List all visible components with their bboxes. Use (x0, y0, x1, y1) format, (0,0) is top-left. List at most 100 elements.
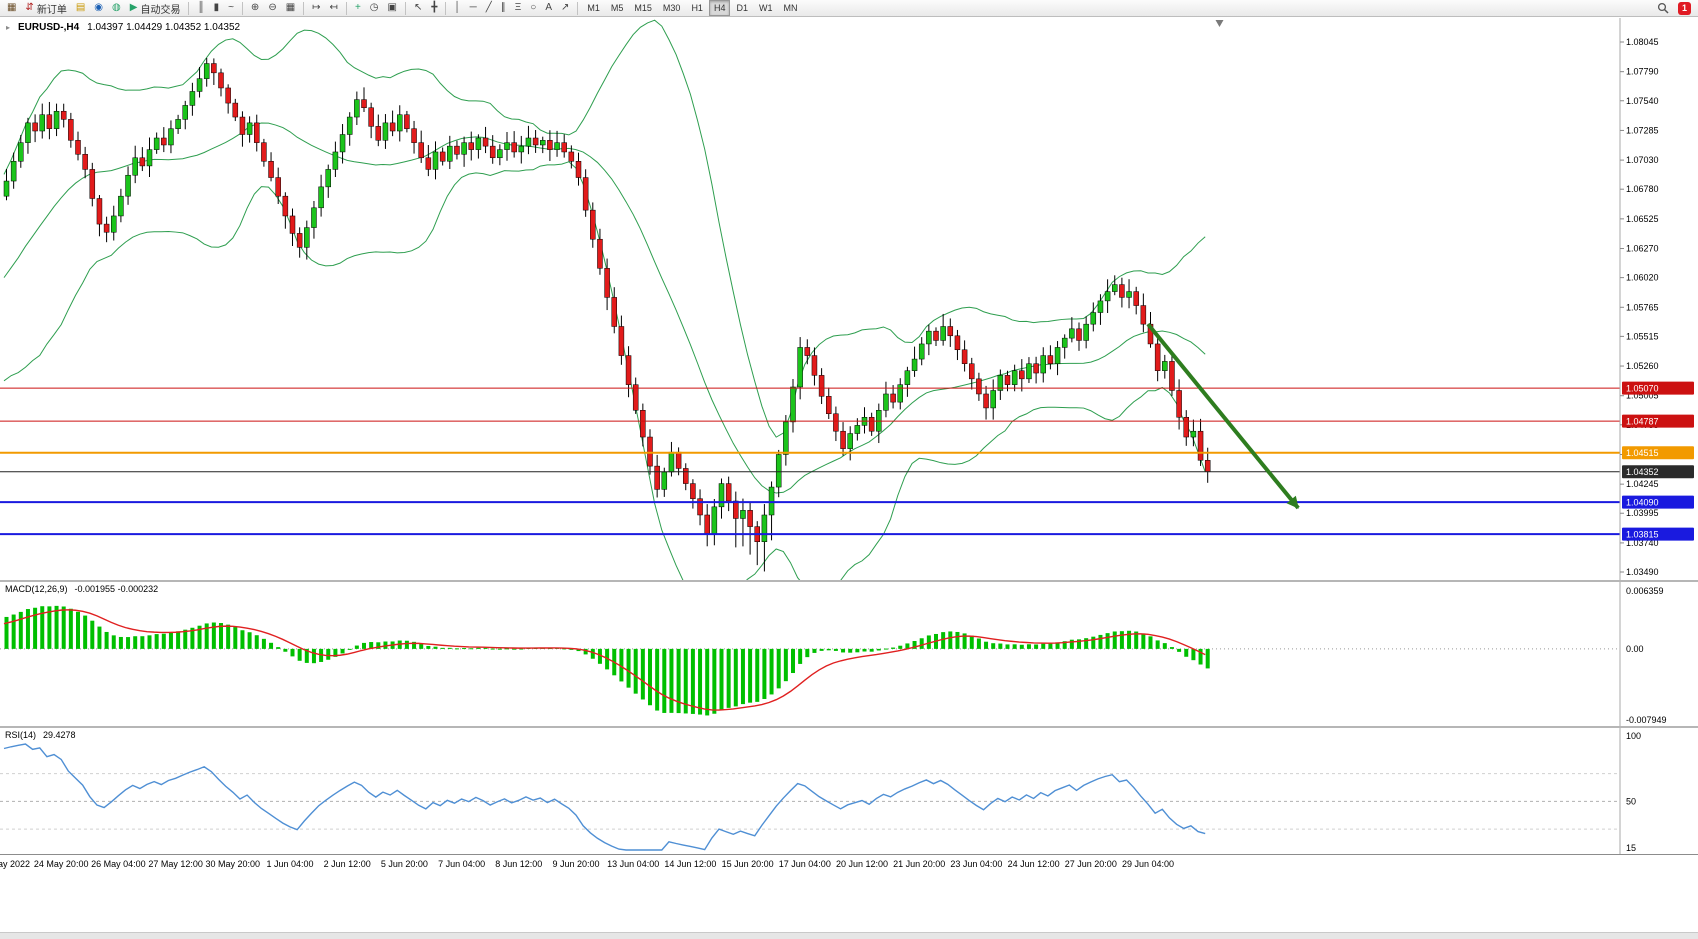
indicators-button[interactable]: + (351, 0, 365, 17)
time-axis-label: 14 Jun 12:00 (664, 859, 717, 869)
main-chart-panel[interactable]: 1.08045 1.07790 1.07540 1.07285 1.07030 1.067… (0, 18, 1698, 580)
timeframe-m30[interactable]: M30 (662, 3, 681, 13)
horizontal-line-icon: ─ (469, 2, 477, 13)
timeframe-w1[interactable]: W1 (758, 3, 773, 13)
toolbar-separator (577, 1, 579, 15)
horizontal-line-button[interactable]: ─ (466, 0, 481, 17)
crosshair-button[interactable]: ╋ (427, 0, 441, 17)
time-axis-label: 2 Jun 12:00 (323, 859, 371, 869)
charts-grid-button[interactable]: ▤ (72, 0, 89, 17)
line-chart-icon: ~ (228, 2, 234, 13)
trend-arrow[interactable] (1146, 322, 1300, 510)
price-scale[interactable]: 1.08045 1.07790 1.07540 1.07285 1.07030 1.067… (1619, 18, 1694, 580)
market-watch-icon: ◉ (94, 2, 104, 13)
auto-scroll-button[interactable]: ↦ (308, 0, 324, 17)
macd-name: MACD(12,26,9) (5, 584, 68, 594)
toolbar-separator (445, 1, 447, 15)
navigator-button[interactable]: ◍ (108, 0, 125, 17)
market-watch-button[interactable]: ◉ (90, 0, 107, 17)
chart-symbol-label: EURUSD-,H4 (18, 22, 80, 33)
toolbar-separator (303, 1, 305, 15)
panel-splitter-rsi[interactable] (0, 726, 1698, 728)
macd-histogram (4, 605, 1210, 716)
periods-button[interactable]: ◷ (366, 0, 383, 17)
trendline-button[interactable]: ╱ (482, 0, 496, 17)
price-tick-label: 1.04245 (1626, 479, 1659, 489)
rsi-scale-label: 15 (1626, 843, 1636, 853)
timeframe-m5[interactable]: M5 (610, 3, 624, 13)
time-axis-label: 13 Jun 04:00 (607, 859, 660, 869)
zoom-in-icon: ⊕ (250, 2, 260, 13)
toolbar-right-group: 1 (1653, 0, 1695, 17)
timeframe-h4[interactable]: H4 (708, 0, 731, 16)
templates-button[interactable]: ▣ (384, 0, 401, 17)
macd-panel[interactable]: 0.006359 0.00 -0.007949 MACD(12,26,9) -0.0… (0, 582, 1698, 726)
bars-chart-button[interactable]: ║ (193, 0, 208, 17)
chart-title: ▸ EURUSD-,H4 1.04397 1.04429 1.04352 1.0… (6, 22, 240, 33)
bollinger-upper-band (3, 19, 1206, 438)
timeframe-m1[interactable]: M1 (587, 3, 600, 13)
new-chart-button[interactable]: ▦ (3, 0, 20, 17)
new-chart-icon: ▦ (7, 2, 17, 13)
candles-chart-button[interactable]: ▮ (210, 0, 224, 17)
arrows-tool-button[interactable]: ↗ (557, 0, 573, 17)
shapes-button[interactable]: ○ (526, 0, 540, 17)
panel-splitter-macd[interactable] (0, 580, 1698, 582)
zoom-out-icon: ⊖ (268, 2, 277, 13)
svg-text:1.04352: 1.04352 (1626, 467, 1659, 477)
one-click-trading-toggle[interactable]: ▸ (6, 23, 11, 32)
zoom-in-button[interactable]: ⊕ (247, 0, 263, 17)
price-tick-label: 1.08045 (1626, 37, 1659, 47)
line-chart-button[interactable]: ~ (224, 0, 238, 17)
chart-shift-button[interactable]: ↤ (326, 0, 342, 17)
time-axis-label: 8 Jun 12:00 (495, 859, 543, 869)
notification-badge[interactable]: 1 (1678, 1, 1691, 15)
rsi-scale-label: 100 (1626, 731, 1641, 741)
bottom-filler (0, 875, 1698, 939)
rsi-panel[interactable]: 100 50 15 RSI(14) 29.4278 (0, 728, 1698, 854)
zoom-out-button[interactable]: ⊖ (264, 0, 280, 17)
time-axis-label: 9 Jun 20:00 (552, 859, 600, 869)
price-tick-label: 1.03995 (1626, 508, 1659, 518)
new-order-button[interactable]: ⇵ 新订单 (21, 0, 70, 17)
timeframe-d1[interactable]: D1 (736, 3, 748, 13)
price-tick-label: 1.06780 (1626, 184, 1659, 194)
status-strip (0, 932, 1698, 939)
main-chart-canvas[interactable]: 1.08045 1.07790 1.07540 1.07285 1.07030 1.067… (0, 18, 1698, 580)
search-icon (1657, 2, 1669, 14)
svg-text:1.04090: 1.04090 (1626, 498, 1659, 508)
price-tick-label: 1.05260 (1626, 361, 1659, 371)
macd-scale-label: 0.006359 (1626, 586, 1664, 596)
time-axis-label: 15 Jun 20:00 (721, 859, 774, 869)
timeframe-m15[interactable]: M15 (634, 3, 652, 13)
time-axis-label: 21 Jun 20:00 (893, 859, 946, 869)
price-tag-current-price: 1.04352 (1622, 465, 1694, 479)
tile-windows-icon: ▦ (285, 2, 296, 13)
search-button[interactable] (1653, 0, 1673, 17)
price-tick-label: 1.05005 (1626, 391, 1659, 401)
timeframe-h1[interactable]: H1 (691, 3, 703, 13)
chart-shift-icon: ↤ (329, 2, 338, 13)
fibonacci-icon: Ξ (514, 2, 522, 13)
channel-button[interactable]: ∥ (497, 0, 510, 17)
autotrading-button[interactable]: ▶ 自动交易 (126, 0, 185, 17)
rsi-scale-label: 50 (1626, 796, 1636, 806)
timeframe-toolbar: M1 M5 M15 M30 H1 H4 D1 W1 MN (582, 0, 802, 16)
fibonacci-button[interactable]: Ξ (511, 0, 526, 17)
price-tick-label: 1.07540 (1626, 96, 1659, 106)
timeframe-mn[interactable]: MN (783, 3, 798, 13)
cursor-button[interactable]: ↖ (410, 0, 426, 17)
price-tag-support-1: 1.04090 (1622, 495, 1694, 509)
vertical-line-button[interactable]: │ (450, 0, 464, 17)
tile-windows-button[interactable]: ▦ (282, 0, 299, 17)
toolbar: ▦ ⇵ 新订单 ▤ ◉ ◍ ▶ 自动交易 ║ ▮ ~ ⊕ ⊖ ▦ ↦ ↤ + ◷ ▣ ↖ ╋ │ ─ ╱ ∥ Ξ ○ A ↗ M1 M5 M… (0, 0, 1698, 17)
text-label-button[interactable]: A (541, 0, 556, 17)
macd-signal-line (3, 609, 1206, 711)
shapes-icon: ○ (530, 2, 537, 13)
channel-icon: ∥ (500, 2, 506, 13)
time-axis-label: 23 Jun 04:00 (950, 859, 1003, 869)
svg-text:1.03815: 1.03815 (1626, 530, 1659, 540)
chart-shift-marker[interactable] (1215, 20, 1224, 27)
